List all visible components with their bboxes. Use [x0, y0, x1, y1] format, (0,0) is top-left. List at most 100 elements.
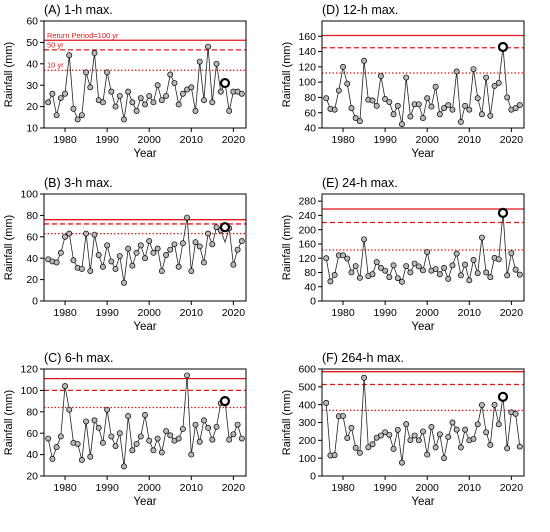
data-point [411, 260, 418, 267]
data-point [432, 265, 439, 272]
data-point [78, 112, 85, 119]
data-point [352, 115, 359, 122]
data-point [192, 421, 199, 428]
y-tick-label: 160 [298, 239, 316, 251]
data-point [487, 274, 494, 281]
data-point [104, 406, 111, 413]
y-tick-label: 30 [26, 80, 38, 92]
x-tick-label: 2010 [458, 482, 482, 494]
data-point [441, 264, 447, 271]
data-point [62, 383, 68, 390]
x-tick-label: 1980 [331, 307, 355, 319]
y-tick-label: 0 [310, 471, 316, 483]
y-tick-label: 120 [298, 253, 316, 265]
reference-line-label: Return Period=100 yr [47, 31, 119, 40]
y-tick-label: 100 [298, 77, 316, 89]
x-tick-label: 1990 [373, 307, 397, 319]
data-point [516, 443, 523, 450]
data-point [45, 99, 52, 106]
data-point [420, 428, 426, 435]
y-axis-label: Rainfall (mm) [3, 215, 15, 280]
y-axis-label: Rainfall (mm) [281, 390, 293, 455]
data-point [66, 230, 73, 237]
data-point [449, 106, 456, 113]
data-point [377, 73, 384, 79]
y-tick-label: 240 [298, 210, 316, 222]
y-tick-label: 80 [304, 267, 316, 279]
data-point [478, 234, 485, 241]
data-point [91, 50, 98, 57]
data-point [196, 243, 203, 250]
x-tick-label: 2020 [222, 307, 246, 319]
data-point [361, 374, 368, 381]
y-tick-label: 40 [26, 253, 38, 265]
data-point [167, 246, 174, 253]
data-point [205, 43, 212, 50]
data-point [399, 459, 405, 466]
data-point [483, 269, 490, 276]
x-tick-label: 2020 [222, 482, 246, 494]
data-point [45, 435, 52, 442]
data-point [74, 116, 81, 123]
panel-title: (F) 264-h max. [322, 351, 404, 365]
data-point [99, 439, 106, 446]
data-point [474, 95, 481, 102]
data-point [209, 99, 216, 106]
data-point [171, 80, 178, 87]
data-point [121, 279, 127, 286]
series-line [48, 217, 243, 283]
data-point [487, 112, 494, 119]
data-point [415, 101, 422, 108]
data-point [133, 107, 140, 114]
x-tick-label: 1980 [53, 482, 77, 494]
data-point [146, 238, 153, 245]
data-point [53, 259, 60, 266]
data-point [436, 431, 443, 438]
y-tick-label: 20 [26, 274, 38, 286]
x-tick-label: 2020 [500, 134, 524, 146]
data-point [133, 440, 140, 447]
data-point [369, 441, 376, 448]
plot-frame [43, 193, 247, 302]
x-tick-label: 1990 [373, 134, 397, 146]
data-point [516, 102, 523, 109]
data-point [121, 116, 127, 123]
data-point [129, 262, 136, 269]
data-point [146, 92, 153, 99]
data-point [407, 437, 414, 444]
panel-2: (C) 6-h max.1980 1990 2000 2010 202020406080… [3, 351, 247, 508]
data-point [478, 111, 485, 118]
data-point [432, 83, 439, 90]
data-point [74, 440, 81, 447]
data-point [142, 101, 148, 108]
data-point [163, 92, 169, 99]
data-point [436, 111, 443, 118]
data-point [188, 268, 195, 274]
x-tick-label: 2010 [180, 482, 204, 494]
plot-frame [321, 20, 525, 129]
highlight-point [497, 391, 509, 402]
x-tick-label: 2000 [138, 482, 162, 494]
data-point [129, 447, 136, 454]
data-point [462, 426, 469, 433]
x-tick-label: 2020 [500, 482, 524, 494]
highlight-point [219, 77, 231, 89]
plot-frame [321, 193, 525, 302]
data-point [66, 406, 73, 413]
y-tick-label: 120 [20, 364, 38, 376]
data-point [348, 105, 355, 112]
data-point [87, 268, 94, 274]
data-point [495, 421, 502, 428]
highlight-point [497, 41, 509, 53]
x-tick-label: 2000 [138, 134, 162, 146]
data-point [457, 118, 464, 125]
data-point [217, 88, 224, 95]
data-point [407, 113, 414, 120]
x-axis-label: Year [411, 321, 434, 333]
x-tick-label: 2000 [416, 134, 440, 146]
x-tick-label: 1990 [373, 482, 397, 494]
series-line [47, 46, 242, 121]
data-point [348, 424, 355, 431]
data-point [386, 99, 393, 105]
data-point [474, 421, 481, 428]
